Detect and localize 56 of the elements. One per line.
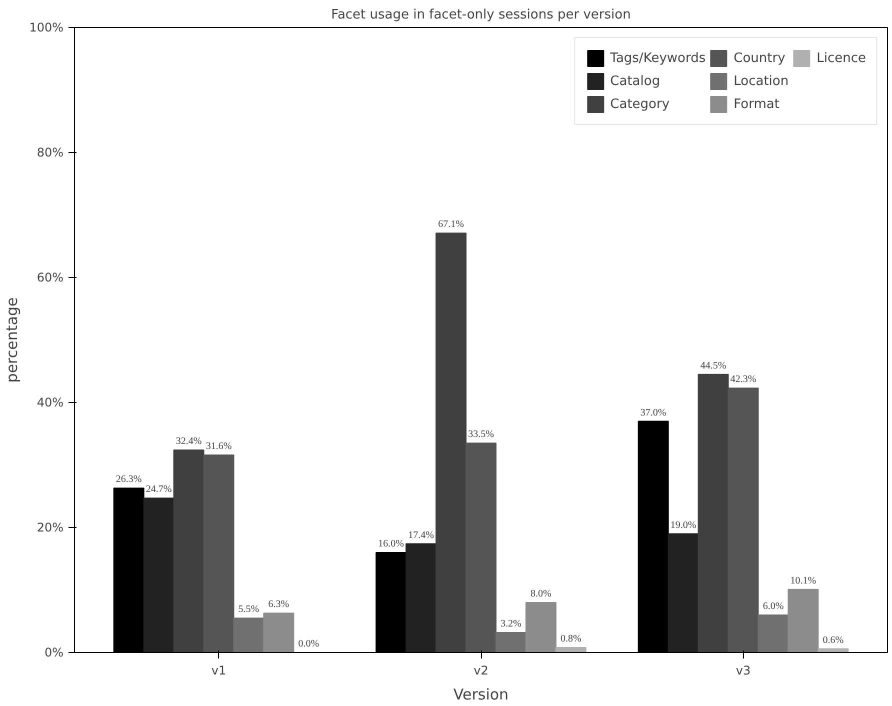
legend-label: Location [734,74,789,88]
bar [495,632,526,652]
bar [555,647,586,652]
data-label: 16.0% [378,538,404,550]
legend-label: Format [734,96,780,112]
y-axis-title: percentage [3,297,22,383]
data-label: 3.2% [500,618,522,630]
data-label: 37.0% [640,407,666,418]
bar [203,454,234,652]
legend-label: Category [610,96,670,112]
bar [758,614,789,652]
data-label: 33.5% [468,429,494,440]
bar [263,612,294,652]
y-tick-label: 60% [36,270,64,284]
data-label: 19.0% [670,520,696,531]
x-tick-label: v2 [474,664,488,678]
data-label: 10.1% [790,575,816,586]
legend-label: Tags/Keywords [610,50,706,66]
bar [728,388,759,652]
legend-label: Licence [816,50,866,66]
data-label: 24.7% [146,484,172,496]
legend-label: Country [734,50,786,66]
data-label: 5.5% [238,604,260,616]
data-label: 6.3% [268,599,290,610]
data-label: 0.0% [298,638,320,650]
bar [406,543,437,652]
bar [143,498,174,652]
bar [698,374,729,652]
data-label: 8.0% [530,588,552,600]
bar [233,618,264,652]
bar [525,602,556,652]
data-label: 42.3% [730,374,756,386]
data-label: 31.6% [206,441,232,452]
data-label: 6.0% [762,601,784,612]
y-tick-label: 40% [36,396,64,410]
y-tick-label: 100% [29,20,64,34]
x-tick-label: v1 [211,664,226,678]
y-tick-label: 80% [36,146,64,160]
data-label: 67.1% [438,219,464,230]
bar [788,588,819,652]
data-label: 0.6% [822,634,844,646]
data-label: 17.4% [408,530,434,541]
legend-label: Catalog [610,74,660,88]
data-label: 32.4% [176,436,202,447]
y-tick-label: 20% [36,520,64,534]
data-label: 44.5% [700,360,726,372]
data-label: 0.8% [560,634,582,644]
chart-title: Facet usage in facet-only sessions per version [331,8,631,22]
bar [436,232,467,652]
y-tick-label: 0% [44,646,64,660]
bar [173,450,204,652]
bar [466,442,496,652]
x-tick-label: v3 [736,664,751,678]
x-axis-title: Version [453,686,509,704]
bar [668,533,699,652]
data-label: 26.3% [116,474,142,486]
